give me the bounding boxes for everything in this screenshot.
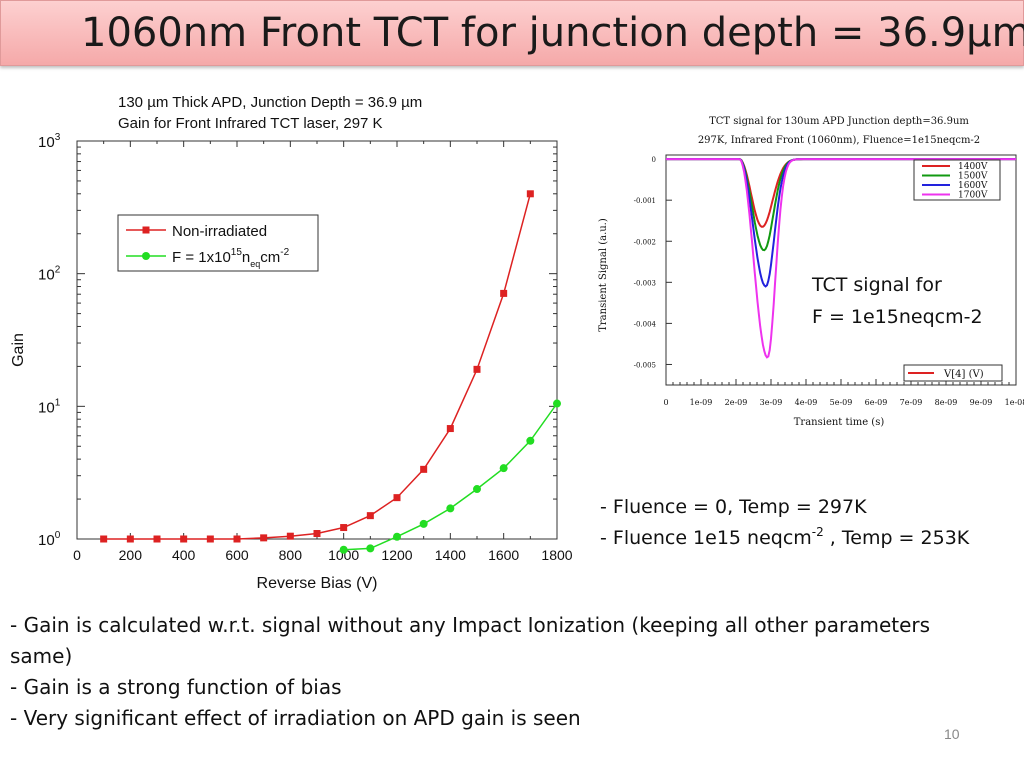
gain-xtick-label: 1600 — [488, 547, 519, 563]
tct-ytick-label: -0.002 — [634, 238, 656, 246]
fluence-note-2: - Fluence 1e15 neqcm-2 , Temp = 253K — [600, 525, 970, 549]
gain-point-1 — [446, 504, 455, 513]
tct-legend-label-1: 1500V — [958, 172, 988, 182]
gain-point-0 — [526, 190, 534, 198]
tct-series-line-3 — [666, 158, 1016, 359]
tct-legend2-box — [903, 364, 1003, 382]
gain-point-0 — [420, 465, 428, 473]
title-bar: 1060nm Front TCT for junction depth = 36… — [0, 0, 1024, 66]
gain-point-0 — [366, 512, 374, 520]
gain-point-1 — [526, 436, 535, 445]
gain-point-0 — [260, 534, 268, 542]
tct-ytick-label: -0.001 — [634, 197, 656, 205]
fluence-note-2-sup: -2 — [811, 525, 824, 539]
gain-xlabel: Reverse Bias (V) — [257, 575, 378, 592]
tct-xlabel: Transient time (s) — [794, 417, 885, 428]
gain-chart-title-2: Gain for Front Infrared TCT laser, 297 K — [118, 115, 383, 132]
gain-xtick-label: 1200 — [381, 547, 412, 563]
tct-xtick-label: 6e-09 — [865, 398, 888, 407]
gain-point-0 — [500, 289, 508, 297]
tct-xtick-label: 2e-09 — [725, 398, 748, 407]
tct-ytick-label: 0 — [652, 156, 656, 164]
gain-xtick-label: 800 — [279, 547, 303, 563]
tct-ytick-label: -0.003 — [634, 279, 656, 287]
tct-xtick-label: 9e-09 — [970, 398, 993, 407]
gain-chart-title-1: 130 µm Thick APD, Junction Depth = 36.9 … — [118, 94, 422, 111]
gain-point-0 — [206, 535, 214, 543]
gain-point-0 — [233, 535, 241, 543]
gain-point-0 — [473, 365, 481, 373]
gain-ytick-label: 101 — [38, 397, 61, 416]
gain-point-0 — [393, 494, 401, 502]
bullet-notes: - Gain is calculated w.r.t. signal witho… — [10, 610, 930, 734]
gain-legend-marker-0 — [142, 226, 150, 234]
page-number: 10 — [944, 726, 960, 742]
gain-point-1 — [339, 545, 348, 554]
gain-point-1 — [419, 519, 428, 528]
gain-xtick-label: 400 — [172, 547, 196, 563]
gain-point-0 — [340, 524, 348, 532]
bullet-2: - Gain is a strong function of bias — [10, 675, 342, 699]
gain-point-0 — [180, 535, 188, 543]
tct-caption-1: TCT signal for — [812, 274, 942, 296]
gain-xtick-label: 1000 — [328, 547, 359, 563]
tct-xtick-label: 7e-09 — [900, 398, 923, 407]
tct-xtick-label: 8e-09 — [935, 398, 958, 407]
bullet-1: - Gain is calculated w.r.t. signal witho… — [10, 613, 931, 637]
tct-xtick-label: 4e-09 — [795, 398, 818, 407]
gain-legend-label-1: F = 1x1015neqcm-2 — [172, 247, 290, 269]
gain-legend-marker-1 — [142, 252, 150, 260]
fluence-note-2-pre: - Fluence 1e15 neqcm — [600, 527, 812, 549]
tct-xtick-label: 3e-09 — [760, 398, 783, 407]
tct-xtick-label: 1e-09 — [690, 398, 713, 407]
gain-xtick-label: 1400 — [435, 547, 466, 563]
tct-ytick-label: -0.005 — [634, 361, 656, 369]
gain-ytick-label: 102 — [38, 265, 61, 284]
fluence-note-1: - Fluence = 0, Temp = 297K — [600, 496, 867, 518]
gain-point-1 — [473, 485, 481, 494]
gain-xtick-label: 200 — [119, 547, 143, 563]
tct-xtick-label: 5e-09 — [830, 398, 853, 407]
gain-point-1 — [393, 532, 401, 541]
gain-xtick-label: 1800 — [541, 547, 572, 563]
bullet-1-cont: same) — [10, 644, 73, 668]
tct-caption-2: F = 1e15neqcm-2 — [812, 306, 983, 328]
tct-legend-label-2: 1600V — [958, 181, 988, 191]
fluence-note-2-post: , Temp = 253K — [823, 527, 970, 549]
gain-xtick-label: 600 — [225, 547, 249, 563]
gain-point-0 — [446, 425, 454, 433]
tct-legend2-label: V[4] (V) — [943, 369, 984, 380]
gain-point-0 — [313, 530, 321, 538]
gain-ylabel: Gain — [10, 333, 27, 367]
gain-point-1 — [553, 399, 561, 408]
gain-point-0 — [100, 535, 108, 543]
tct-legend-label-3: 1700V — [958, 191, 988, 201]
tct-legend-box — [913, 159, 1001, 201]
tct-chart-title-2: 297K, Infrared Front (1060nm), Fluence=1… — [698, 135, 980, 146]
gain-point-0 — [286, 532, 294, 540]
tct-chart-title-1: TCT signal for 130um APD Junction depth=… — [709, 116, 969, 127]
bullet-3: - Very significant effect of irradiation… — [10, 706, 581, 730]
gain-point-1 — [499, 464, 508, 473]
gain-xtick-label: 0 — [73, 547, 81, 563]
gain-point-1 — [366, 544, 375, 553]
gain-legend-label-0: Non-irradiated — [172, 223, 267, 240]
gain-legend-box — [117, 214, 319, 272]
slide-title: 1060nm Front TCT for junction depth = 36… — [81, 10, 1024, 56]
gain-point-0 — [153, 535, 161, 543]
tct-ylabel: Transient Signal (a.u.) — [598, 218, 609, 332]
tct-xtick-label: 1e-08 — [1005, 398, 1024, 407]
gain-point-0 — [126, 535, 134, 543]
gain-ytick-label: 100 — [38, 530, 61, 549]
tct-ytick-label: -0.004 — [634, 320, 657, 328]
tct-legend-label-0: 1400V — [958, 162, 988, 172]
tct-xtick-label: 0 — [663, 398, 668, 407]
gain-ytick-label: 103 — [38, 132, 61, 151]
